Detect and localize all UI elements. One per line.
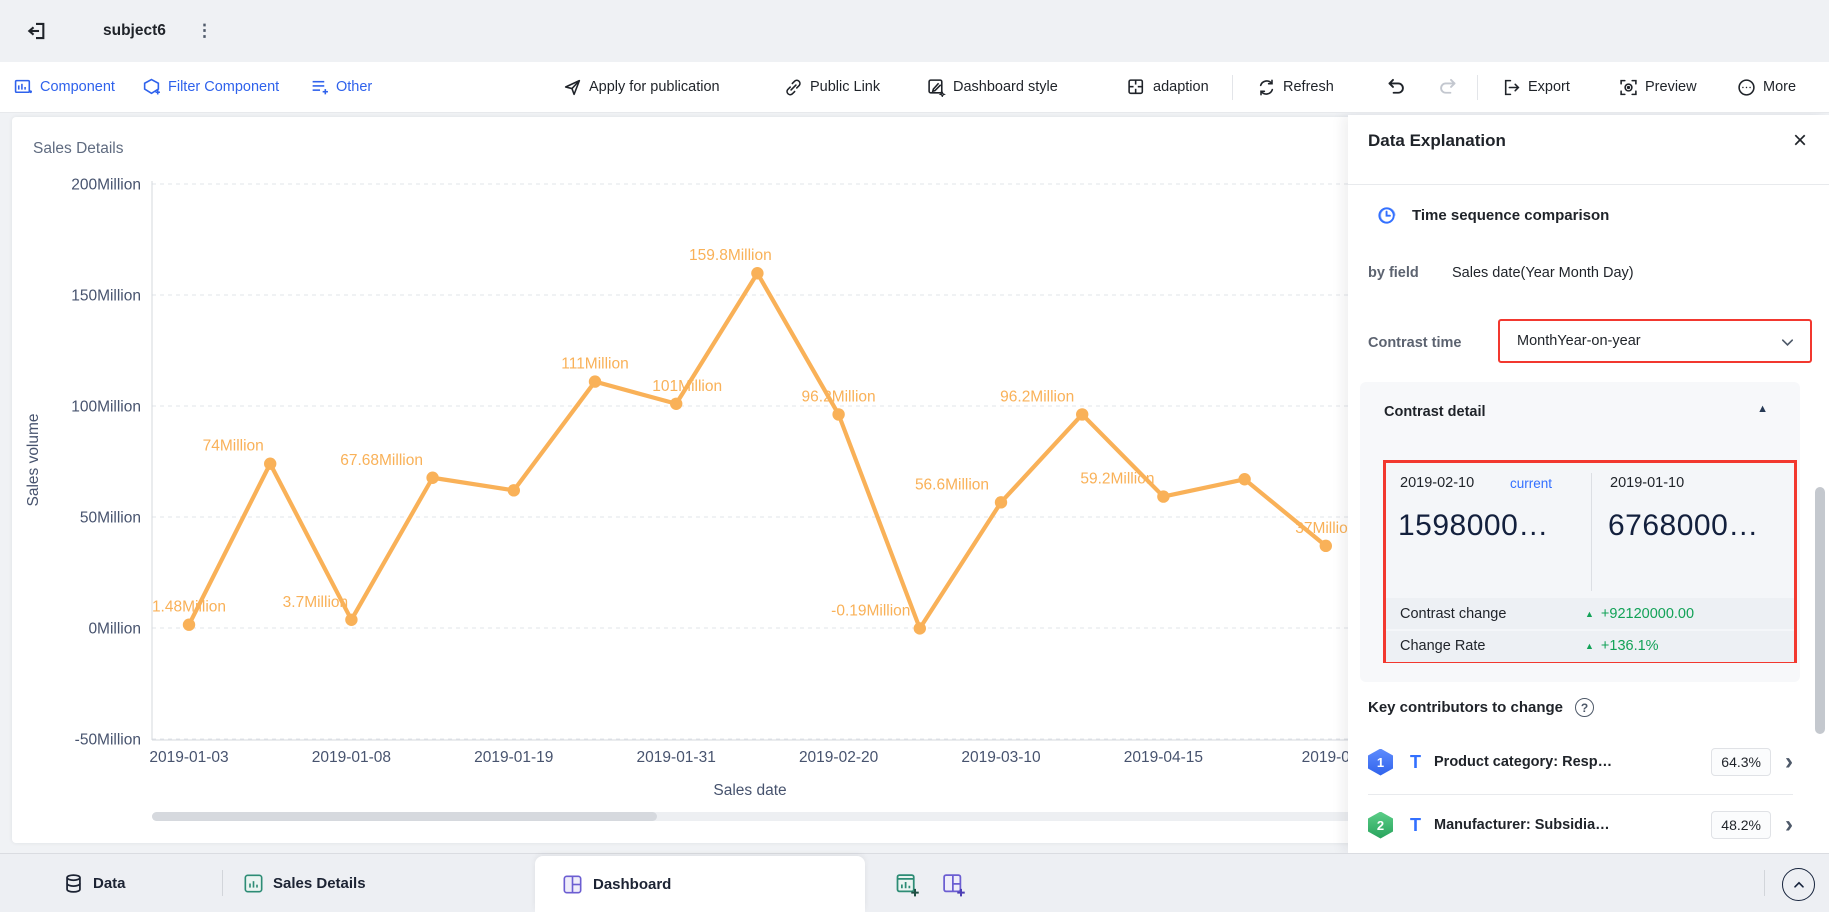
tab-data[interactable]: Data [63,854,126,912]
tab-dashboard-active[interactable]: Dashboard [535,856,865,912]
other-icon [310,78,329,97]
text-field-icon: T [1410,751,1421,772]
compare-value: 6768000… [1608,509,1759,542]
document-title: subject6 [103,22,166,39]
contrast-time-dropdown[interactable]: MonthYear-on-year [1498,319,1812,363]
new-dashboard-icon [941,872,966,897]
time-sequence-header: Time sequence comparison [1376,203,1609,227]
component-icon [14,78,33,97]
chevron-down-icon [1779,334,1796,351]
bottom-tab-bar: Data Sales Details Dashboard [0,853,1829,912]
public-link-button[interactable]: Public Link [784,62,880,112]
filter-component-icon [142,78,161,97]
chevron-right-icon: › [1785,748,1793,775]
apply-publication-button[interactable]: Apply for publication [563,62,720,112]
close-icon[interactable]: × [1792,127,1807,154]
contrast-time-value: MonthYear-on-year [1517,333,1641,349]
compare-date: 2019-01-10 [1610,475,1685,491]
redo-icon [1437,77,1458,98]
new-dashboard-button[interactable] [938,869,968,899]
help-icon[interactable]: ? [1575,698,1595,717]
other-button[interactable]: Other [310,62,372,112]
preview-icon [1619,78,1638,97]
toolbar-separator [1232,75,1233,100]
new-chart-icon [895,872,920,897]
collapse-caret-icon[interactable]: ▲ [1757,403,1768,415]
redo-button[interactable] [1437,62,1458,112]
key-contributors-header: Key contributors to change ? [1368,698,1595,717]
preview-button[interactable]: Preview [1619,62,1697,112]
top-bar: subject6 ⋮ [0,0,1829,62]
dashboard-style-button[interactable]: Dashboard style [927,62,1058,112]
contrast-values: 2019-02-10 current 1598000… 2019-01-10 6… [1386,463,1794,598]
divider [222,870,223,896]
export-icon [1502,78,1521,97]
component-button[interactable]: Component [14,62,115,112]
kebab-icon: ⋮ [196,21,213,40]
toolbar-separator [1477,75,1478,100]
dashboard-style-icon [927,78,946,97]
divider [1591,473,1592,591]
divider [1368,794,1793,795]
text-field-icon: T [1410,814,1421,835]
collapse-bar-button[interactable] [1782,868,1815,901]
panel-scrollbar-thumb[interactable] [1815,487,1825,734]
refresh-icon [1257,78,1276,97]
clock-icon [1376,203,1400,227]
change-rate-row: Change Rate ▲ +136.1% [1386,630,1794,662]
undo-icon [1386,77,1407,98]
tab-sales-details[interactable]: Sales Details [243,854,366,912]
by-field-value: Sales date(Year Month Day) [1452,265,1634,281]
annotation-highlight-contrast: 2019-02-10 current 1598000… 2019-01-10 6… [1383,460,1797,663]
adaption-button[interactable]: adaption [1127,62,1209,112]
current-value: 1598000… [1398,509,1549,542]
more-button[interactable]: More [1737,62,1796,112]
rank-badge: 1 [1368,748,1393,776]
refresh-button[interactable]: Refresh [1257,62,1334,112]
dashboard-icon [562,874,583,895]
adaption-icon [1127,78,1146,97]
by-field-label: by field [1368,265,1419,281]
chevron-right-icon: › [1785,811,1793,838]
up-triangle-icon: ▲ [1585,608,1594,619]
divider [1764,870,1765,896]
contributor-row-2[interactable]: 2 T Manufacturer: Subsidia… 48.2% › [1368,797,1793,853]
chart-title: Sales Details [33,140,124,157]
link-icon [784,78,803,97]
more-icon [1737,78,1756,97]
exit-button[interactable] [25,0,47,62]
undo-button[interactable] [1386,62,1407,112]
chart-view-icon [243,873,264,894]
contribution-pct: 64.3% [1711,748,1771,776]
current-date: 2019-02-10 [1400,475,1475,491]
contrast-time-label: Contrast time [1368,335,1462,351]
paper-plane-icon [563,78,582,97]
divider [1348,184,1829,185]
new-chart-view-button[interactable] [892,869,922,899]
contributor-row-1[interactable]: 1 T Product category: Resp… 64.3% › [1368,734,1793,790]
chevron-up-icon [1791,877,1807,893]
toolbar: Component Filter Component Other Apply f… [0,62,1829,113]
export-button[interactable]: Export [1502,62,1570,112]
rank-badge: 2 [1368,811,1393,839]
panel-title: Data Explanation [1368,131,1506,150]
contrast-detail-card: Contrast detail ▲ 2019-02-10 current 159… [1360,382,1800,682]
data-explanation-panel: Data Explanation × Time sequence compari… [1348,115,1829,853]
current-tag: current [1510,476,1553,491]
contribution-pct: 48.2% [1711,811,1771,839]
contrast-change-row: Contrast change ▲ +92120000.00 [1386,598,1794,629]
up-triangle-icon: ▲ [1585,641,1594,651]
database-icon [63,873,84,894]
more-options-button[interactable]: ⋮ [196,0,213,62]
contrast-detail-title: Contrast detail [1384,404,1486,420]
filter-component-button[interactable]: Filter Component [142,62,279,112]
exit-icon [25,20,47,42]
